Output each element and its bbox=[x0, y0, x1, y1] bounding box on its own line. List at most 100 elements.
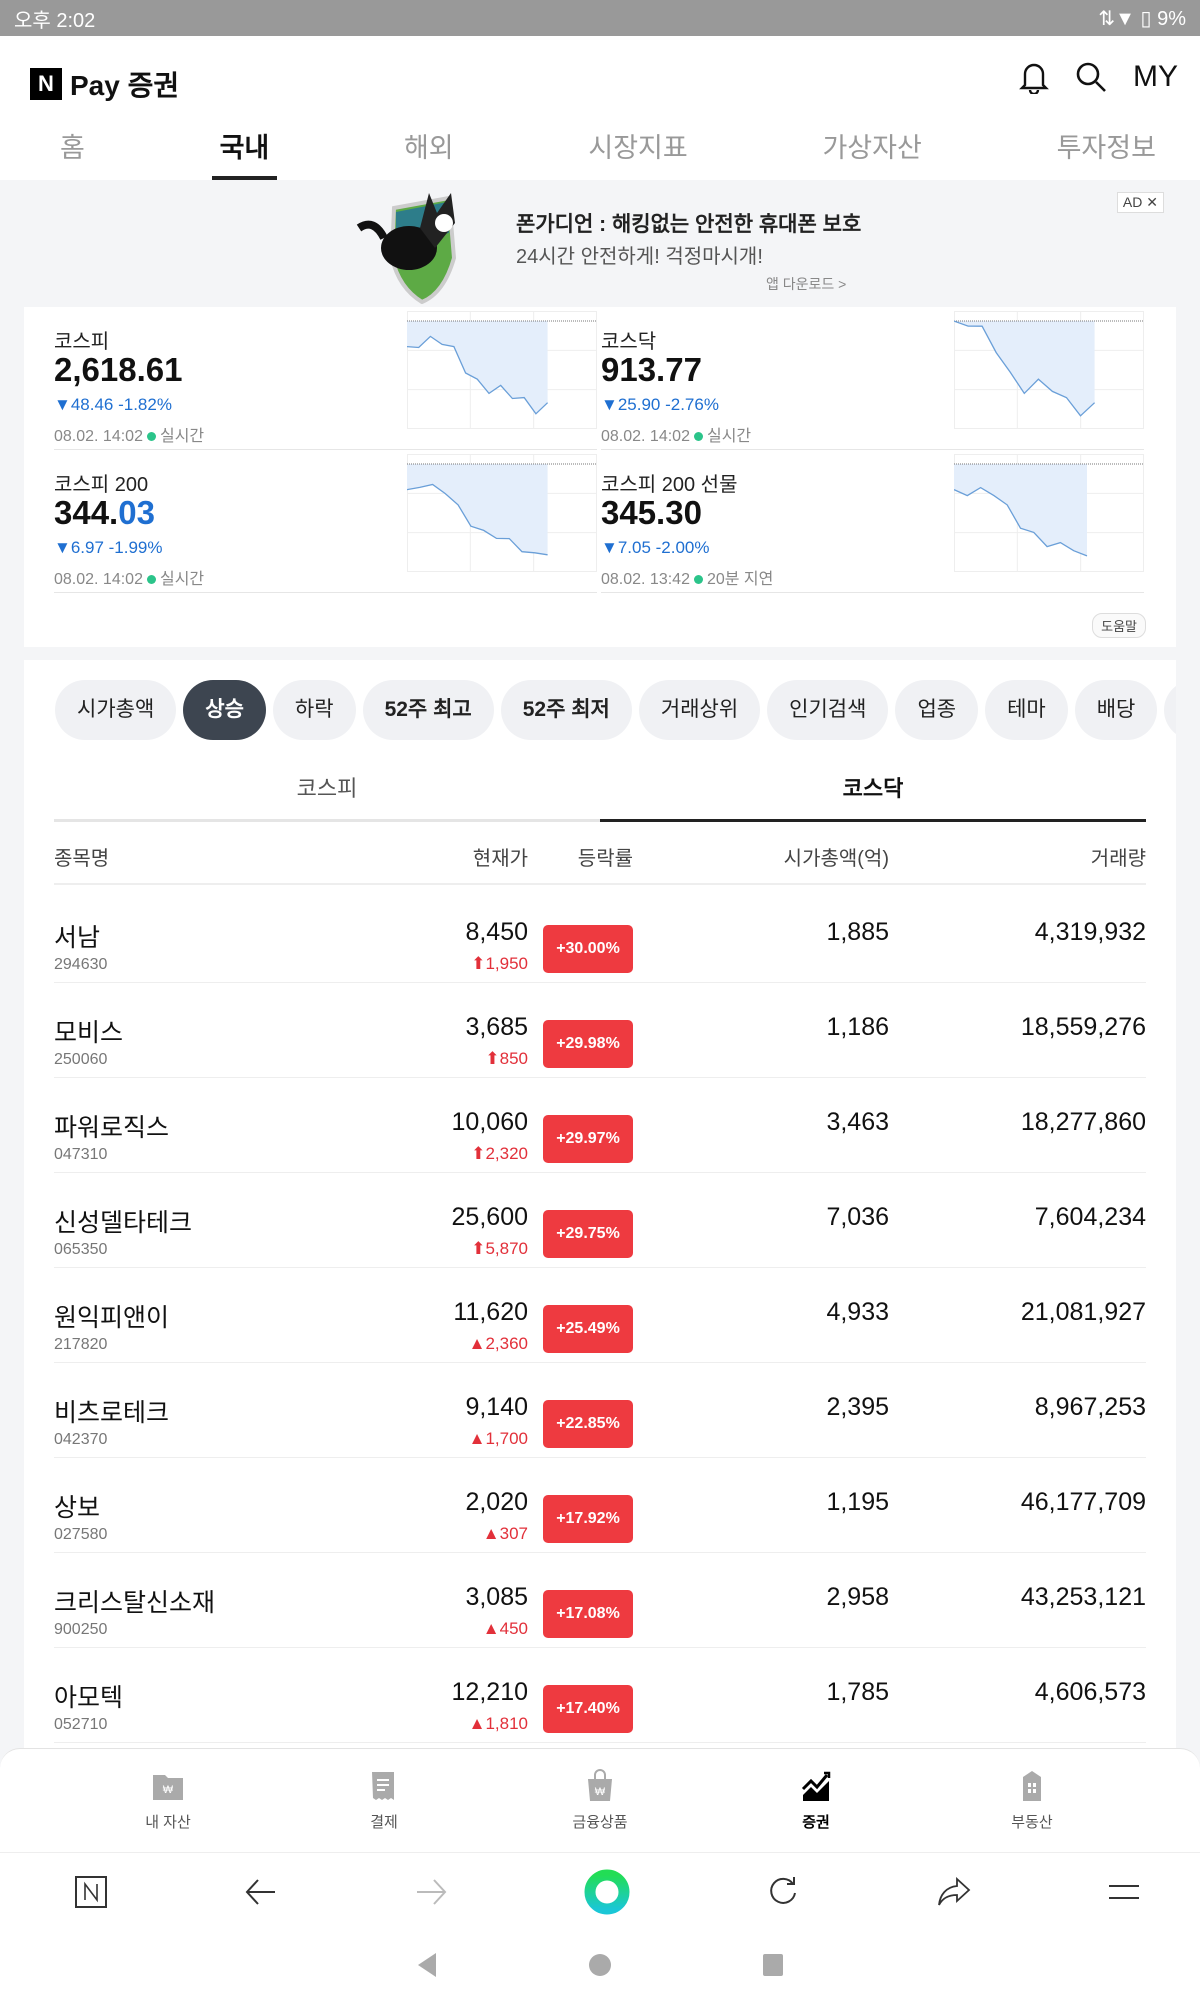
bottom-nav-item[interactable]: ₩ 금융상품 bbox=[540, 1749, 660, 1852]
bottom-nav-item[interactable]: 증권 bbox=[756, 1749, 876, 1852]
filter-chip[interactable]: 52주 최고 bbox=[362, 680, 494, 740]
index-mode: 실시간 bbox=[159, 428, 205, 445]
stock-code: 027580 bbox=[54, 1526, 108, 1543]
tab-5[interactable]: 투자정보 bbox=[1056, 133, 1156, 163]
filter-chip[interactable]: 업종 bbox=[895, 680, 979, 740]
stock-code: 900250 bbox=[54, 1621, 108, 1638]
index-card[interactable]: 코스피 200 344.03 ▼6.97 -1.99% 08.02. 14:02 실시간 bbox=[54, 450, 597, 593]
bottom-nav-label: 결제 bbox=[370, 1814, 398, 1831]
index-value-dec: 03 bbox=[118, 494, 155, 531]
price-diff: ▲1,700 bbox=[468, 1429, 528, 1448]
table-row[interactable]: 원익피앤이 217820 11,620 ▲2,360 +25.49% 4,933 21,08… bbox=[54, 1268, 1146, 1363]
volume: 18,559,276 bbox=[1020, 1013, 1146, 1041]
system-home-icon[interactable] bbox=[588, 1953, 612, 1977]
share-icon[interactable] bbox=[937, 1876, 971, 1907]
app-header: N Pay 증권 MY 홈 국내 해외 시장지표 가상자산 투자정보 bbox=[0, 36, 1200, 180]
index-card[interactable]: 코스피 200 선물 345.30 ▼7.05 -2.00% 08.02. 13:42… bbox=[601, 450, 1144, 593]
help-button[interactable]: 도움말 bbox=[1092, 613, 1146, 638]
volume: 8,967,253 bbox=[1034, 1393, 1146, 1421]
tab-1[interactable]: 국내 bbox=[211, 128, 277, 180]
system-back-icon[interactable] bbox=[416, 1952, 438, 1978]
stock-code: 217820 bbox=[54, 1336, 108, 1353]
change-rate-badge: +17.40% bbox=[543, 1685, 633, 1733]
wallet-folder-icon: ₩ bbox=[153, 1775, 183, 1800]
market-tab-1[interactable]: 코스닥 bbox=[600, 760, 1146, 822]
index-sparkline bbox=[954, 311, 1144, 429]
tab-3[interactable]: 시장지표 bbox=[588, 133, 688, 163]
volume: 7,604,234 bbox=[1034, 1203, 1146, 1231]
table-row[interactable]: 아모텍 052710 12,210 ▲1,810 +17.40% 1,785 4,606,5… bbox=[54, 1648, 1146, 1743]
col-cap[interactable]: 시가총액(억) bbox=[783, 848, 889, 870]
stock-chart-icon bbox=[801, 1771, 831, 1801]
bottom-nav-item[interactable]: 부동산 bbox=[972, 1749, 1092, 1852]
refresh-icon[interactable] bbox=[767, 1876, 799, 1908]
forward-arrow-icon[interactable] bbox=[415, 1877, 447, 1907]
filter-chip[interactable]: 하락 bbox=[272, 680, 356, 740]
index-timestamp: 08.02. 14:02 bbox=[54, 571, 143, 588]
index-timestamp: 08.02. 14:02 bbox=[54, 428, 143, 445]
index-card[interactable]: 코스피 2,618.61 ▼48.46 -1.82% 08.02. 14:02 실시간 bbox=[54, 307, 597, 450]
filter-chip[interactable]: 인기검색 bbox=[767, 680, 889, 740]
market-cap: 3,463 bbox=[826, 1108, 889, 1136]
status-dot bbox=[146, 432, 156, 441]
back-arrow-icon[interactable] bbox=[245, 1877, 277, 1907]
table-row[interactable]: 크리스탈신소재 900250 3,085 ▲450 +17.08% 2,958 43,253… bbox=[54, 1553, 1146, 1648]
index-panel: 코스피 2,618.61 ▼48.46 -1.82% 08.02. 14:02 실시간 코… bbox=[24, 307, 1176, 647]
table-row[interactable]: 파워로직스 047310 10,060 ⬆2,320 +29.97% 3,463 18,27… bbox=[54, 1078, 1146, 1173]
stock-name: 신성델타테크 bbox=[54, 1209, 193, 1237]
volume: 43,253,121 bbox=[1020, 1583, 1146, 1611]
filter-chip[interactable]: 테마 bbox=[985, 680, 1068, 740]
table-row[interactable]: 신성델타테크 065350 25,600 ⬆5,870 +29.75% 7,036 7,60… bbox=[54, 1173, 1146, 1268]
table-row[interactable]: 서남 294630 8,450 ⬆1,950 +30.00% 1,885 4,319,932 bbox=[54, 888, 1146, 983]
bell-icon[interactable] bbox=[1019, 60, 1049, 94]
index-mode: 20분 지연 bbox=[706, 571, 774, 588]
index-mode: 실시간 bbox=[159, 571, 205, 588]
ad-title: 폰가디언 : 해킹없는 안전한 휴대폰 보호 bbox=[516, 213, 862, 236]
tab-0[interactable]: 홈 bbox=[60, 133, 85, 163]
green-dot-icon[interactable] bbox=[584, 1869, 630, 1915]
menu-icon[interactable] bbox=[1108, 1882, 1140, 1902]
filter-chip[interactable]: 거래상위 bbox=[638, 680, 761, 740]
naver-home-icon[interactable] bbox=[74, 1875, 108, 1909]
change-rate-badge: +29.98% bbox=[543, 1020, 633, 1068]
stock-code: 042370 bbox=[54, 1431, 108, 1448]
tab-4[interactable]: 가상자산 bbox=[822, 133, 922, 163]
filter-chip[interactable]: 배당 bbox=[1074, 680, 1158, 740]
logo[interactable]: N Pay 증권 bbox=[30, 64, 179, 104]
stock-name: 파워로직스 bbox=[54, 1114, 170, 1142]
price-diff: ⬆5,870 bbox=[471, 1239, 528, 1258]
market-tab-0[interactable]: 코스피 bbox=[296, 776, 358, 801]
change-rate-badge: +30.00% bbox=[543, 925, 633, 973]
market-cap: 2,395 bbox=[826, 1393, 889, 1421]
index-mode: 실시간 bbox=[706, 428, 752, 445]
ad-close-button[interactable]: AD ✕ bbox=[1116, 192, 1164, 213]
change-rate-badge: +17.92% bbox=[543, 1495, 633, 1543]
col-price[interactable]: 현재가 bbox=[472, 848, 528, 870]
bottom-nav-item[interactable]: ₩ 내 자산 bbox=[108, 1749, 228, 1852]
filter-chip[interactable]: 시가총액 bbox=[55, 680, 177, 740]
my-button[interactable]: MY bbox=[1133, 60, 1178, 93]
filter-chip[interactable]: 신규 bbox=[1164, 680, 1176, 740]
index-card[interactable]: 코스닥 913.77 ▼25.90 -2.76% 08.02. 14:02 실시간 bbox=[601, 307, 1144, 450]
shopping-bag-icon: ₩ bbox=[588, 1769, 612, 1801]
ad-banner[interactable]: 폰가디언 : 해킹없는 안전한 휴대폰 보호 24시간 안전하게! 걱정마시개!… bbox=[24, 180, 1176, 306]
filter-chip[interactable]: 상승 bbox=[183, 680, 266, 740]
ad-download-link[interactable]: 앱 다운로드 > bbox=[766, 276, 847, 292]
col-volume[interactable]: 거래량 bbox=[1090, 848, 1146, 870]
system-recents-icon[interactable] bbox=[762, 1953, 784, 1977]
bottom-nav-label: 증권 bbox=[802, 1814, 830, 1831]
market-tabs: 코스피 코스닥 bbox=[54, 760, 1146, 822]
col-rate[interactable]: 등락률 bbox=[577, 848, 633, 870]
tab-2[interactable]: 해외 bbox=[403, 133, 454, 163]
search-icon[interactable] bbox=[1075, 61, 1107, 93]
svg-text:₩: ₩ bbox=[163, 1784, 174, 1796]
table-row[interactable]: 비츠로테크 042370 9,140 ▲1,700 +22.85% 2,395 8,967,… bbox=[54, 1363, 1146, 1458]
bottom-nav-item[interactable]: 결제 bbox=[324, 1749, 444, 1852]
index-sparkline bbox=[954, 454, 1144, 572]
filter-chip[interactable]: 52주 최저 bbox=[500, 680, 632, 740]
table-row[interactable]: 모비스 250060 3,685 ⬆850 +29.98% 1,186 18,559,276 bbox=[54, 983, 1146, 1078]
market-cap: 2,958 bbox=[826, 1583, 889, 1611]
price-diff: ▲307 bbox=[482, 1524, 528, 1543]
table-row[interactable]: 상보 027580 2,020 ▲307 +17.92% 1,195 46,177,709 bbox=[54, 1458, 1146, 1553]
market-cap: 1,885 bbox=[826, 918, 889, 946]
